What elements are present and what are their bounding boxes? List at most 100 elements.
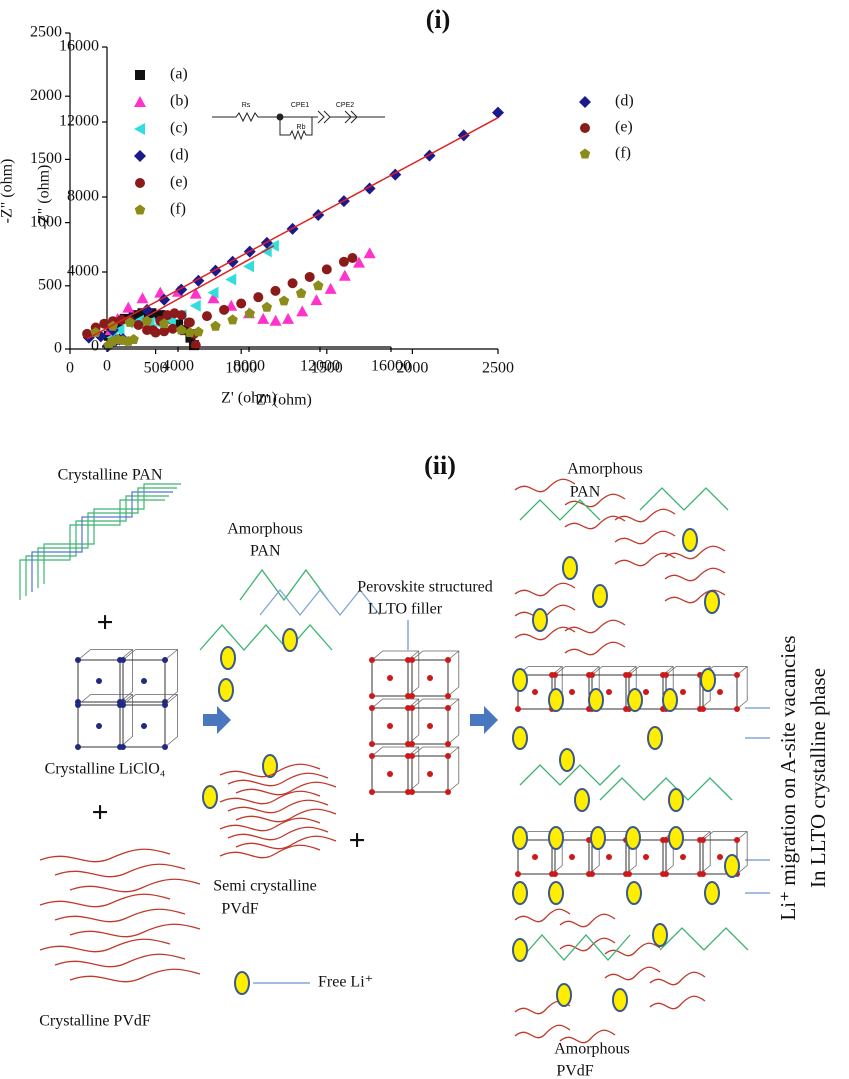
polymer-chain bbox=[227, 772, 329, 787]
y-tick-label: 2000 bbox=[30, 87, 62, 104]
polymer-chain bbox=[219, 763, 321, 778]
li-ion bbox=[574, 788, 590, 812]
polymer-chain bbox=[514, 908, 571, 923]
lattice-atom bbox=[734, 837, 740, 843]
x-axis-label: Z' (ohm) bbox=[256, 392, 312, 409]
polymer-chain bbox=[54, 953, 186, 968]
x-tick-label: 500 bbox=[144, 360, 168, 377]
lattice-atom bbox=[369, 693, 375, 699]
data-point bbox=[167, 323, 178, 334]
data-point bbox=[423, 149, 436, 162]
data-point bbox=[176, 310, 187, 321]
lattice-atom bbox=[369, 789, 375, 795]
legend-marker bbox=[135, 70, 145, 80]
arrow bbox=[470, 706, 498, 734]
polymer-chain bbox=[43, 483, 181, 584]
polymer-chain bbox=[239, 568, 329, 602]
data-point bbox=[184, 327, 196, 338]
legend-marker bbox=[580, 123, 590, 133]
y-tick-label: 0 bbox=[54, 340, 62, 357]
li-ion bbox=[562, 556, 578, 580]
lattice-atom bbox=[409, 753, 415, 759]
lattice-atom bbox=[369, 753, 375, 759]
li-ion bbox=[262, 754, 278, 778]
lattice-atom bbox=[369, 741, 375, 747]
polymer-chain bbox=[514, 478, 576, 493]
li-ion bbox=[668, 788, 684, 812]
data-point bbox=[269, 314, 282, 326]
polymer-chain bbox=[54, 908, 186, 923]
legend-label: (e) bbox=[615, 119, 633, 136]
lattice-atom bbox=[717, 689, 723, 695]
y-axis-label: -Z" (ohm) bbox=[36, 165, 53, 230]
legend-label: (b) bbox=[170, 93, 189, 110]
y-tick-label: 8000 bbox=[67, 188, 99, 205]
polymer-chain bbox=[37, 487, 177, 588]
li-ion bbox=[234, 971, 250, 995]
polymer-chain bbox=[31, 491, 173, 592]
lattice-cell bbox=[411, 707, 449, 745]
data-point bbox=[82, 328, 93, 339]
lattice-atom bbox=[680, 854, 686, 860]
lattice-atom bbox=[96, 678, 102, 684]
polymer-chain bbox=[69, 968, 201, 983]
lattice-atom bbox=[626, 672, 632, 678]
lattice-cell bbox=[628, 674, 664, 710]
data-point bbox=[136, 292, 149, 304]
polymer-chain bbox=[39, 893, 171, 908]
lattice-atom bbox=[700, 871, 706, 877]
data-point bbox=[190, 340, 201, 351]
data-point bbox=[210, 320, 221, 331]
circuit-wire bbox=[212, 110, 385, 141]
data-point bbox=[338, 256, 349, 267]
fit-line bbox=[86, 117, 499, 340]
lattice-atom bbox=[643, 854, 649, 860]
legend-label: (d) bbox=[615, 93, 634, 110]
polymer-chain bbox=[604, 942, 661, 957]
lattice-atom bbox=[427, 675, 433, 681]
polymer-chain bbox=[664, 545, 726, 560]
legend-marker bbox=[579, 148, 591, 159]
polymer-chain bbox=[564, 493, 626, 508]
y-tick-label: 4000 bbox=[67, 263, 99, 280]
lattice-atom bbox=[409, 741, 415, 747]
data-point bbox=[353, 256, 366, 268]
lattice-atom bbox=[445, 705, 451, 711]
polymer-chain bbox=[559, 913, 616, 928]
li-ion bbox=[682, 528, 698, 552]
lattice-atom bbox=[369, 657, 375, 663]
data-point bbox=[296, 305, 309, 317]
lattice-atom bbox=[445, 741, 451, 747]
lattice-atom bbox=[120, 744, 126, 750]
x-tick-label: 2500 bbox=[482, 360, 514, 377]
data-point bbox=[244, 308, 255, 319]
lattice-atom bbox=[569, 689, 575, 695]
data-point bbox=[141, 315, 153, 326]
polymer-chain bbox=[564, 619, 626, 634]
li-ion bbox=[592, 584, 608, 608]
data-point bbox=[227, 314, 238, 325]
x-tick-label: 12000 bbox=[300, 358, 340, 375]
polymer-chain bbox=[19, 499, 165, 600]
lattice-cell bbox=[628, 839, 664, 875]
diagram-label: Free Li⁺ bbox=[318, 974, 373, 991]
diagram-label: In LLTO crystalline phase bbox=[806, 668, 830, 888]
polymer-chain bbox=[69, 923, 201, 938]
lattice-atom bbox=[569, 854, 575, 860]
polymer-chain bbox=[25, 495, 169, 596]
data-point bbox=[137, 308, 148, 319]
data-point bbox=[236, 298, 247, 309]
circuit-label: Rs bbox=[242, 102, 251, 109]
li-ion bbox=[512, 938, 528, 962]
lattice-atom bbox=[409, 657, 415, 663]
lattice-atom bbox=[75, 702, 81, 708]
data-point bbox=[261, 301, 273, 312]
y-tick-label: 500 bbox=[38, 276, 62, 293]
polymer-chain bbox=[259, 588, 381, 617]
li-ion bbox=[548, 688, 564, 712]
y-tick-label: 1500 bbox=[30, 150, 62, 167]
polymer-chain bbox=[235, 835, 337, 850]
polymer-chain bbox=[604, 966, 661, 981]
panel-label: (i) bbox=[426, 5, 451, 34]
